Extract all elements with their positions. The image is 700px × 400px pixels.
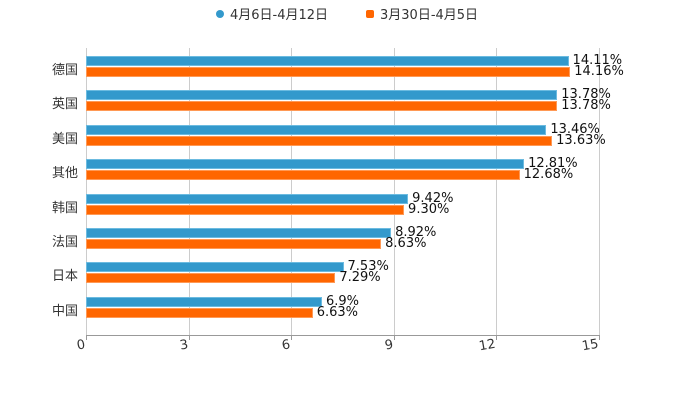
bar-series2: [86, 273, 336, 284]
x-tick-label: 12: [477, 336, 497, 355]
data-label: 6.63%: [316, 304, 359, 320]
bar-series2: [86, 204, 405, 215]
bar-series2: [86, 170, 520, 181]
data-label: 14.11%: [572, 53, 623, 68]
data-label: 9.30%: [408, 201, 450, 217]
category-label: 其他: [51, 166, 78, 182]
x-tick: [189, 335, 190, 340]
category-label: 日本: [51, 269, 78, 285]
category-label: 德国: [51, 63, 78, 78]
data-label: 13.78%: [561, 98, 611, 114]
x-axis-line: [86, 335, 600, 336]
x-tick-label: 9: [383, 337, 395, 354]
bar-series1: [86, 296, 322, 307]
gridline: [189, 48, 190, 335]
category-label: 法国: [51, 235, 78, 250]
data-label: 13.46%: [550, 121, 600, 137]
bar-series2: [86, 239, 382, 249]
data-label: 13.63%: [556, 132, 606, 148]
legend-label: 4月6日-4月12日: [230, 8, 329, 23]
bar-series1: [86, 124, 547, 135]
legend-label: 3月30日-4月5日: [380, 8, 479, 23]
x-tick-label: 15: [580, 336, 600, 355]
category-label: 韩国: [51, 200, 78, 216]
bar-series2: [86, 135, 553, 146]
data-label: 8.92%: [395, 225, 437, 240]
legend-item-series1[interactable]: 4月6日-4月12日: [216, 4, 328, 23]
data-label: 7.53%: [347, 259, 389, 275]
data-label: 14.16%: [574, 64, 624, 79]
x-tick-label: 3: [178, 337, 190, 354]
data-label: 9.42%: [412, 190, 454, 206]
x-tick: [291, 335, 292, 340]
x-tick: [86, 335, 87, 340]
x-tick-label: 0: [75, 337, 87, 354]
gridline: [291, 48, 292, 335]
bar-series1: [86, 159, 525, 170]
bar-series1: [86, 193, 409, 204]
bar-series1: [86, 262, 344, 273]
data-label: 7.29%: [339, 270, 381, 286]
legend-dot-icon: [216, 9, 224, 18]
chart-legend: 4月6日-4月12日 3月30日-4月5日: [0, 4, 700, 24]
x-tick: [496, 335, 497, 340]
data-label: 12.81%: [528, 156, 578, 172]
x-tick: [394, 335, 395, 340]
category-label: 中国: [51, 303, 78, 319]
gridline: [394, 48, 395, 335]
data-label: 12.68%: [523, 167, 574, 183]
bar-series1: [86, 228, 392, 238]
bar-series2: [86, 101, 558, 112]
x-tick: [599, 335, 600, 340]
gridline: [599, 48, 600, 335]
gridline: [86, 48, 87, 335]
data-label: 6.9%: [325, 293, 359, 309]
data-label: 13.78%: [561, 87, 611, 103]
gridline: [496, 48, 497, 335]
category-label: 美国: [51, 131, 78, 147]
legend-square-icon: [366, 9, 374, 18]
bar-series2: [86, 307, 313, 318]
category-label: 英国: [51, 97, 78, 113]
legend-item-series2[interactable]: 3月30日-4月5日: [366, 4, 478, 23]
data-label: 8.63%: [385, 236, 427, 251]
x-tick-label: 6: [280, 337, 292, 354]
bar-series1: [86, 56, 569, 66]
bar-series2: [86, 67, 571, 77]
bar-series1: [86, 90, 558, 101]
